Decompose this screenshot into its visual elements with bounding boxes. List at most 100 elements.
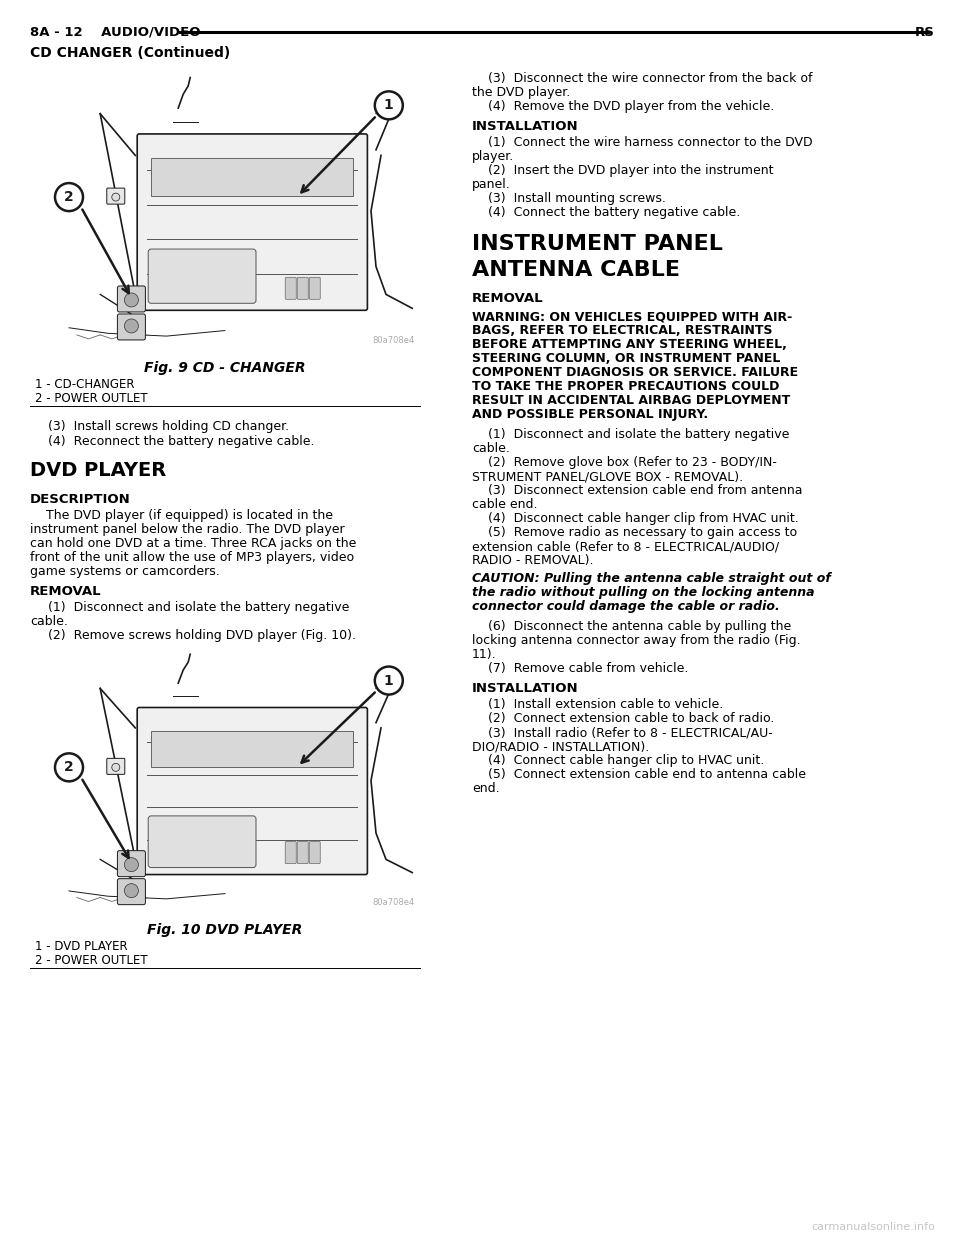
Text: (4)  Reconnect the battery negative cable.: (4) Reconnect the battery negative cable… bbox=[48, 435, 315, 448]
Text: end.: end. bbox=[472, 782, 499, 795]
Text: COMPONENT DIAGNOSIS OR SERVICE. FAILURE: COMPONENT DIAGNOSIS OR SERVICE. FAILURE bbox=[472, 366, 798, 379]
Text: INSTRUMENT PANEL: INSTRUMENT PANEL bbox=[472, 233, 723, 255]
Text: (6)  Disconnect the antenna cable by pulling the: (6) Disconnect the antenna cable by pull… bbox=[472, 620, 791, 633]
Bar bbox=[30, 72, 420, 350]
Text: extension cable (Refer to 8 - ELECTRICAL/AUDIO/: extension cable (Refer to 8 - ELECTRICAL… bbox=[472, 540, 780, 553]
FancyBboxPatch shape bbox=[137, 134, 368, 310]
Text: RADIO - REMOVAL).: RADIO - REMOVAL). bbox=[472, 554, 593, 568]
Text: 2 - POWER OUTLET: 2 - POWER OUTLET bbox=[35, 391, 148, 405]
Text: TO TAKE THE PROPER PRECAUTIONS COULD: TO TAKE THE PROPER PRECAUTIONS COULD bbox=[472, 380, 780, 392]
FancyBboxPatch shape bbox=[117, 286, 145, 312]
Text: connector could damage the cable or radio.: connector could damage the cable or radi… bbox=[472, 600, 780, 614]
Text: Fig. 9 CD - CHANGER: Fig. 9 CD - CHANGER bbox=[144, 361, 305, 375]
Text: (5)  Remove radio as necessary to gain access to: (5) Remove radio as necessary to gain ac… bbox=[472, 527, 797, 539]
Text: instrument panel below the radio. The DVD player: instrument panel below the radio. The DV… bbox=[30, 523, 345, 537]
Bar bbox=[152, 730, 353, 766]
Text: DVD PLAYER: DVD PLAYER bbox=[30, 461, 166, 479]
Text: can hold one DVD at a time. Three RCA jacks on the: can hold one DVD at a time. Three RCA ja… bbox=[30, 537, 356, 550]
Text: ANTENNA CABLE: ANTENNA CABLE bbox=[472, 260, 680, 279]
Text: 2 - POWER OUTLET: 2 - POWER OUTLET bbox=[35, 954, 148, 966]
Bar bbox=[30, 650, 420, 912]
Text: (3)  Install mounting screws.: (3) Install mounting screws. bbox=[472, 193, 666, 205]
Text: (2)  Remove glove box (Refer to 23 - BODY/IN-: (2) Remove glove box (Refer to 23 - BODY… bbox=[472, 456, 777, 469]
Text: (4)  Connect cable hanger clip to HVAC unit.: (4) Connect cable hanger clip to HVAC un… bbox=[472, 754, 764, 768]
Text: game systems or camcorders.: game systems or camcorders. bbox=[30, 565, 220, 578]
FancyBboxPatch shape bbox=[298, 842, 308, 863]
Text: carmanualsonline.info: carmanualsonline.info bbox=[811, 1222, 935, 1232]
Circle shape bbox=[55, 754, 83, 781]
Text: WARNING: ON VEHICLES EQUIPPED WITH AIR-: WARNING: ON VEHICLES EQUIPPED WITH AIR- bbox=[472, 310, 792, 323]
FancyBboxPatch shape bbox=[298, 277, 308, 299]
Text: 8A - 12    AUDIO/VIDEO: 8A - 12 AUDIO/VIDEO bbox=[30, 26, 201, 39]
Text: 11).: 11). bbox=[472, 648, 496, 661]
Text: (3)  Disconnect extension cable end from antenna: (3) Disconnect extension cable end from … bbox=[472, 484, 803, 497]
Text: cable end.: cable end. bbox=[472, 498, 538, 510]
Circle shape bbox=[111, 193, 120, 201]
FancyBboxPatch shape bbox=[117, 878, 145, 904]
Text: (1)  Disconnect and isolate the battery negative: (1) Disconnect and isolate the battery n… bbox=[48, 601, 349, 614]
FancyBboxPatch shape bbox=[107, 188, 125, 204]
Text: 80a708e4: 80a708e4 bbox=[372, 337, 415, 345]
Text: RESULT IN ACCIDENTAL AIRBAG DEPLOYMENT: RESULT IN ACCIDENTAL AIRBAG DEPLOYMENT bbox=[472, 394, 790, 407]
Text: BAGS, REFER TO ELECTRICAL, RESTRAINTS: BAGS, REFER TO ELECTRICAL, RESTRAINTS bbox=[472, 324, 773, 337]
Text: panel.: panel. bbox=[472, 178, 511, 191]
Text: REMOVAL: REMOVAL bbox=[30, 585, 102, 597]
Text: cable.: cable. bbox=[472, 442, 510, 455]
Text: (3)  Install radio (Refer to 8 - ELECTRICAL/AU-: (3) Install radio (Refer to 8 - ELECTRIC… bbox=[472, 727, 773, 739]
Circle shape bbox=[111, 764, 120, 771]
FancyBboxPatch shape bbox=[117, 851, 145, 877]
Text: cable.: cable. bbox=[30, 615, 68, 628]
FancyBboxPatch shape bbox=[148, 816, 256, 868]
Bar bbox=[152, 158, 353, 196]
Circle shape bbox=[125, 883, 138, 898]
Text: INSTALLATION: INSTALLATION bbox=[472, 120, 579, 133]
Text: DIO/RADIO - INSTALLATION).: DIO/RADIO - INSTALLATION). bbox=[472, 740, 649, 753]
Text: AND POSSIBLE PERSONAL INJURY.: AND POSSIBLE PERSONAL INJURY. bbox=[472, 409, 708, 421]
FancyBboxPatch shape bbox=[309, 842, 321, 863]
Text: (1)  Connect the wire harness connector to the DVD: (1) Connect the wire harness connector t… bbox=[472, 137, 812, 149]
Text: (1)  Install extension cable to vehicle.: (1) Install extension cable to vehicle. bbox=[472, 698, 723, 710]
Text: STRUMENT PANEL/GLOVE BOX - REMOVAL).: STRUMENT PANEL/GLOVE BOX - REMOVAL). bbox=[472, 469, 743, 483]
Text: (2)  Connect extension cable to back of radio.: (2) Connect extension cable to back of r… bbox=[472, 712, 775, 725]
Text: (3)  Install screws holding CD changer.: (3) Install screws holding CD changer. bbox=[48, 420, 289, 433]
Text: (2)  Insert the DVD player into the instrument: (2) Insert the DVD player into the instr… bbox=[472, 164, 774, 178]
Text: player.: player. bbox=[472, 150, 515, 163]
FancyBboxPatch shape bbox=[107, 759, 125, 774]
Text: (5)  Connect extension cable end to antenna cable: (5) Connect extension cable end to anten… bbox=[472, 768, 806, 781]
Text: The DVD player (if equipped) is located in the: The DVD player (if equipped) is located … bbox=[30, 509, 333, 522]
Text: CD CHANGER (Continued): CD CHANGER (Continued) bbox=[30, 46, 230, 60]
Text: (4)  Disconnect cable hanger clip from HVAC unit.: (4) Disconnect cable hanger clip from HV… bbox=[472, 512, 799, 525]
Text: (2)  Remove screws holding DVD player (Fig. 10).: (2) Remove screws holding DVD player (Fi… bbox=[48, 628, 356, 642]
Circle shape bbox=[374, 667, 403, 694]
FancyBboxPatch shape bbox=[285, 842, 297, 863]
Circle shape bbox=[125, 858, 138, 872]
FancyBboxPatch shape bbox=[309, 277, 321, 299]
Text: 80a708e4: 80a708e4 bbox=[372, 898, 415, 907]
Text: (7)  Remove cable from vehicle.: (7) Remove cable from vehicle. bbox=[472, 662, 688, 674]
Text: STEERING COLUMN, OR INSTRUMENT PANEL: STEERING COLUMN, OR INSTRUMENT PANEL bbox=[472, 351, 780, 365]
Text: 1 - CD-CHANGER: 1 - CD-CHANGER bbox=[35, 378, 134, 390]
Text: INSTALLATION: INSTALLATION bbox=[472, 682, 579, 696]
Text: (4)  Remove the DVD player from the vehicle.: (4) Remove the DVD player from the vehic… bbox=[472, 101, 775, 113]
Text: front of the unit allow the use of MP3 players, video: front of the unit allow the use of MP3 p… bbox=[30, 551, 354, 564]
FancyBboxPatch shape bbox=[137, 708, 368, 874]
Text: RS: RS bbox=[915, 26, 935, 39]
Text: locking antenna connector away from the radio (Fig.: locking antenna connector away from the … bbox=[472, 633, 801, 647]
FancyBboxPatch shape bbox=[148, 250, 256, 303]
Text: REMOVAL: REMOVAL bbox=[472, 292, 543, 306]
Text: 1: 1 bbox=[384, 673, 394, 688]
Circle shape bbox=[125, 293, 138, 307]
Text: 2: 2 bbox=[64, 190, 74, 204]
Circle shape bbox=[374, 92, 403, 119]
FancyBboxPatch shape bbox=[285, 277, 297, 299]
FancyBboxPatch shape bbox=[117, 314, 145, 340]
Text: Fig. 10 DVD PLAYER: Fig. 10 DVD PLAYER bbox=[148, 923, 302, 936]
Text: 2: 2 bbox=[64, 760, 74, 774]
Text: the radio without pulling on the locking antenna: the radio without pulling on the locking… bbox=[472, 586, 814, 599]
Text: 1 - DVD PLAYER: 1 - DVD PLAYER bbox=[35, 939, 128, 953]
Text: (1)  Disconnect and isolate the battery negative: (1) Disconnect and isolate the battery n… bbox=[472, 428, 789, 441]
Circle shape bbox=[125, 319, 138, 333]
Text: CAUTION: Pulling the antenna cable straight out of: CAUTION: Pulling the antenna cable strai… bbox=[472, 573, 830, 585]
Text: DESCRIPTION: DESCRIPTION bbox=[30, 493, 131, 505]
Text: the DVD player.: the DVD player. bbox=[472, 86, 570, 99]
